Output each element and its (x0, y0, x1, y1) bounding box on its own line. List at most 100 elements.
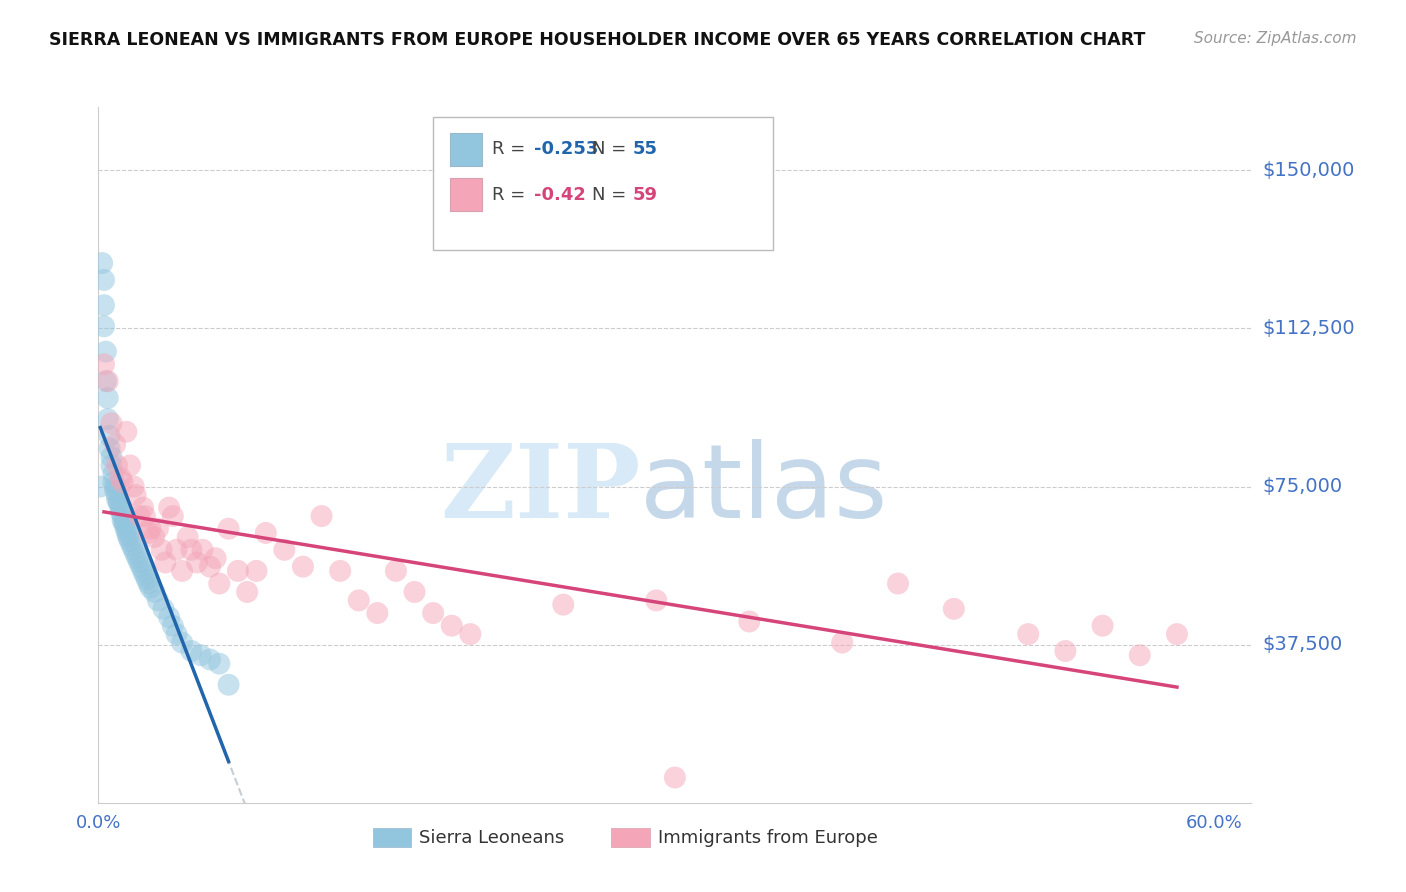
Text: $150,000: $150,000 (1263, 161, 1355, 180)
Point (94, 344, 117, 359)
Text: atlas: atlas (640, 439, 889, 541)
Point (124, 488, 146, 502)
Text: $37,500: $37,500 (1263, 635, 1343, 654)
Point (146, 593, 169, 607)
Text: -0.42: -0.42 (534, 186, 586, 203)
Point (100, 458, 122, 473)
Point (124, 547, 146, 561)
Text: $75,000: $75,000 (1263, 477, 1343, 496)
Point (108, 496, 131, 510)
Text: R =: R = (492, 186, 530, 203)
Point (111, 513, 134, 527)
Text: R =: R = (492, 140, 530, 158)
Text: $112,500: $112,500 (1263, 319, 1355, 338)
Point (135, 572, 157, 586)
Point (97, 412, 120, 426)
Point (664, 771, 686, 785)
Point (115, 524, 138, 538)
Point (98, 429, 121, 443)
Point (134, 509, 156, 524)
Point (218, 522, 240, 536)
Point (1054, 644, 1077, 658)
Point (204, 551, 226, 566)
Bar (450, 178, 482, 211)
Point (111, 475, 134, 490)
Point (1129, 648, 1152, 663)
Point (138, 576, 160, 591)
Point (385, 564, 408, 578)
Point (198, 652, 221, 666)
Point (273, 542, 295, 557)
Text: ZIP: ZIP (440, 441, 640, 539)
Point (831, 635, 853, 649)
Text: 55: 55 (633, 140, 657, 158)
Point (404, 585, 426, 599)
Text: N =: N = (592, 140, 631, 158)
Bar (612, 828, 650, 847)
Point (122, 479, 145, 493)
Point (366, 606, 388, 620)
Point (104, 483, 127, 498)
Point (180, 644, 202, 658)
Point (100, 450, 122, 464)
Point (245, 564, 267, 578)
Point (143, 585, 166, 599)
FancyBboxPatch shape (433, 118, 773, 250)
Point (162, 509, 184, 524)
Point (132, 564, 155, 578)
Point (132, 500, 155, 515)
Point (128, 556, 150, 570)
Text: N =: N = (592, 186, 631, 203)
Point (226, 564, 249, 578)
Point (1166, 627, 1188, 641)
Point (166, 627, 188, 641)
Point (115, 522, 138, 536)
Point (118, 458, 141, 473)
Point (103, 475, 125, 490)
Point (152, 602, 174, 616)
Text: Immigrants from Europe: Immigrants from Europe (658, 829, 877, 847)
Point (114, 516, 136, 530)
Point (190, 648, 212, 663)
Point (103, 467, 125, 481)
Point (104, 479, 127, 493)
Point (121, 539, 143, 553)
Bar (450, 133, 482, 166)
Point (93, 273, 115, 287)
Text: Source: ZipAtlas.com: Source: ZipAtlas.com (1194, 31, 1357, 46)
Point (139, 581, 162, 595)
Point (236, 585, 259, 599)
Point (150, 542, 173, 557)
Point (166, 542, 188, 557)
Point (138, 525, 160, 540)
Point (291, 559, 314, 574)
Point (176, 530, 198, 544)
Point (98, 442, 121, 456)
Point (118, 534, 141, 549)
Point (1017, 627, 1039, 641)
Point (157, 610, 180, 624)
Bar (373, 828, 411, 847)
Point (155, 556, 177, 570)
Point (117, 530, 139, 544)
Text: 59: 59 (633, 186, 657, 203)
Point (122, 542, 145, 557)
Point (180, 542, 202, 557)
Point (128, 509, 150, 524)
Point (105, 488, 128, 502)
Point (110, 505, 132, 519)
Point (110, 471, 132, 485)
Point (1091, 618, 1114, 632)
Point (645, 593, 668, 607)
Text: Sierra Leoneans: Sierra Leoneans (419, 829, 564, 847)
Point (440, 618, 463, 632)
Point (93, 357, 115, 371)
Point (311, 509, 333, 524)
Point (738, 615, 761, 629)
Point (127, 551, 149, 566)
Point (146, 522, 169, 536)
Point (172, 564, 194, 578)
Point (115, 425, 138, 439)
Point (942, 602, 965, 616)
Point (254, 525, 277, 540)
